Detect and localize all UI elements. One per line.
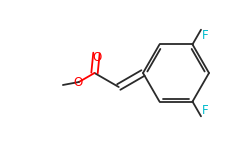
Text: O: O: [92, 51, 101, 64]
Text: F: F: [202, 104, 208, 117]
Text: O: O: [73, 75, 83, 88]
Text: F: F: [202, 29, 208, 42]
